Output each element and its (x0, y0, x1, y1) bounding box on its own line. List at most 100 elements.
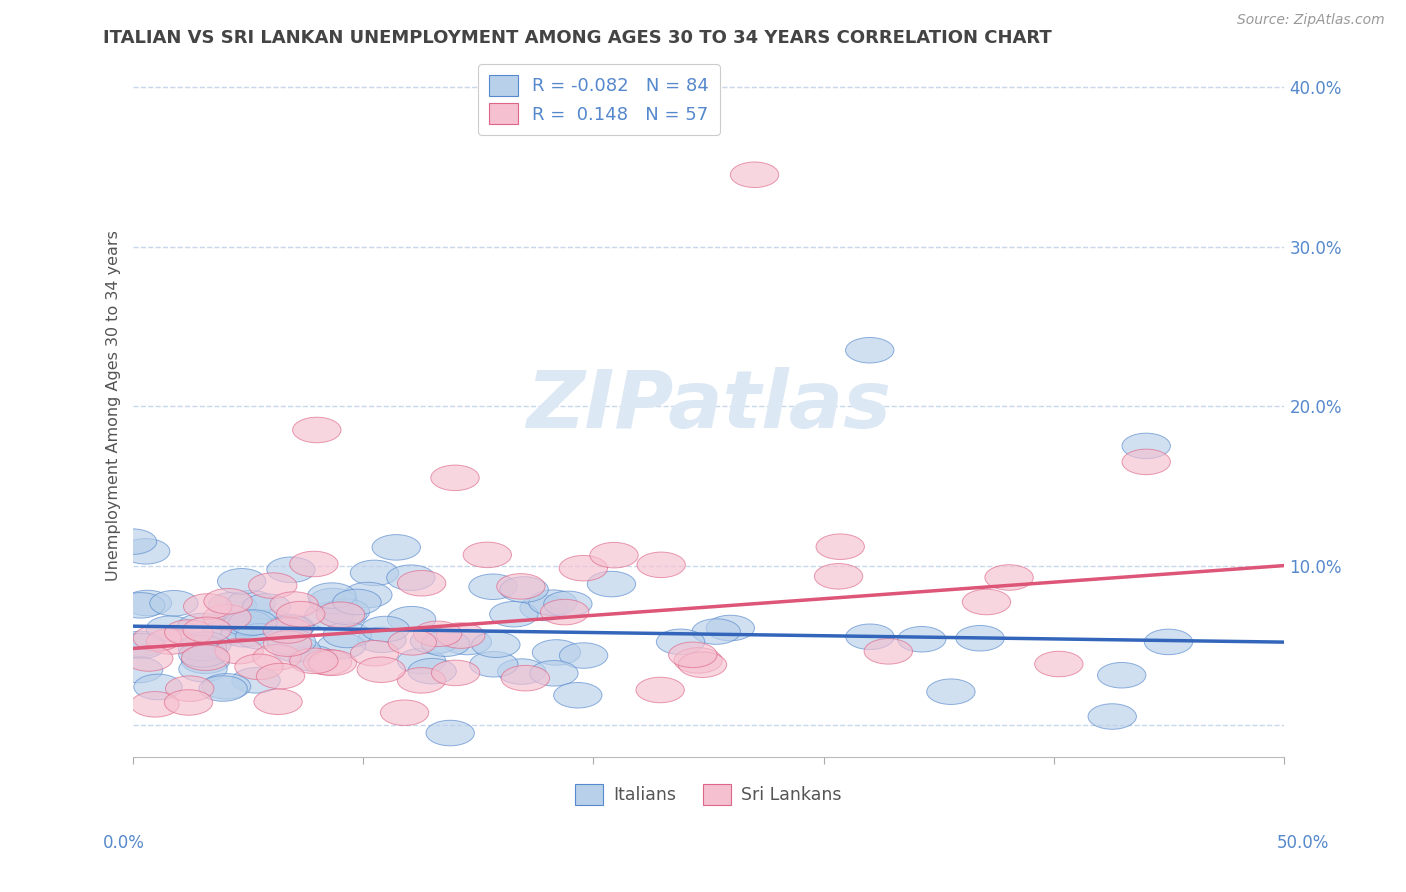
Ellipse shape (253, 645, 301, 670)
Ellipse shape (131, 691, 179, 717)
Ellipse shape (381, 700, 429, 725)
Ellipse shape (202, 619, 252, 645)
Ellipse shape (273, 637, 321, 662)
Ellipse shape (398, 648, 446, 673)
Ellipse shape (530, 661, 578, 686)
Ellipse shape (309, 588, 357, 614)
Ellipse shape (318, 603, 367, 628)
Ellipse shape (183, 632, 231, 657)
Ellipse shape (179, 635, 226, 661)
Ellipse shape (468, 574, 517, 599)
Ellipse shape (350, 560, 399, 586)
Ellipse shape (1144, 629, 1192, 655)
Ellipse shape (544, 591, 592, 616)
Ellipse shape (288, 646, 336, 671)
Ellipse shape (224, 610, 273, 636)
Ellipse shape (221, 622, 269, 647)
Ellipse shape (333, 590, 381, 615)
Ellipse shape (636, 677, 685, 703)
Ellipse shape (962, 590, 1011, 615)
Ellipse shape (387, 565, 434, 591)
Ellipse shape (1122, 434, 1170, 458)
Ellipse shape (181, 648, 229, 673)
Ellipse shape (204, 589, 252, 614)
Ellipse shape (165, 620, 212, 645)
Ellipse shape (200, 676, 247, 701)
Ellipse shape (316, 602, 364, 627)
Text: ZIPatlas: ZIPatlas (526, 367, 891, 445)
Ellipse shape (984, 565, 1033, 591)
Ellipse shape (125, 646, 173, 672)
Ellipse shape (246, 610, 294, 635)
Ellipse shape (692, 619, 741, 644)
Ellipse shape (637, 552, 685, 578)
Ellipse shape (432, 660, 479, 686)
Ellipse shape (956, 625, 1004, 651)
Ellipse shape (815, 534, 865, 559)
Ellipse shape (263, 631, 312, 657)
Ellipse shape (150, 591, 198, 616)
Ellipse shape (290, 551, 337, 577)
Ellipse shape (117, 592, 165, 618)
Ellipse shape (215, 639, 263, 664)
Ellipse shape (706, 615, 755, 640)
Ellipse shape (221, 612, 269, 637)
Ellipse shape (232, 667, 280, 693)
Ellipse shape (443, 629, 492, 655)
Ellipse shape (236, 624, 284, 649)
Ellipse shape (501, 577, 548, 602)
Ellipse shape (146, 615, 194, 641)
Ellipse shape (846, 624, 894, 649)
Ellipse shape (323, 623, 371, 648)
Ellipse shape (235, 654, 283, 680)
Ellipse shape (1088, 704, 1136, 730)
Ellipse shape (254, 689, 302, 714)
Ellipse shape (845, 337, 894, 363)
Ellipse shape (678, 652, 727, 678)
Ellipse shape (411, 628, 458, 654)
Ellipse shape (430, 465, 479, 491)
Ellipse shape (373, 534, 420, 560)
Ellipse shape (489, 601, 538, 627)
Ellipse shape (673, 648, 723, 673)
Ellipse shape (422, 631, 470, 657)
Ellipse shape (436, 623, 485, 648)
Legend: Italians, Sri Lankans: Italians, Sri Lankans (568, 778, 848, 812)
Text: ITALIAN VS SRI LANKAN UNEMPLOYMENT AMONG AGES 30 TO 34 YEARS CORRELATION CHART: ITALIAN VS SRI LANKAN UNEMPLOYMENT AMONG… (103, 29, 1052, 46)
Ellipse shape (270, 591, 318, 617)
Ellipse shape (463, 542, 512, 567)
Ellipse shape (264, 615, 314, 640)
Ellipse shape (179, 641, 226, 667)
Ellipse shape (730, 162, 779, 187)
Ellipse shape (208, 592, 256, 618)
Ellipse shape (219, 612, 269, 638)
Ellipse shape (927, 679, 976, 705)
Ellipse shape (183, 617, 231, 642)
Text: 50.0%: 50.0% (1277, 834, 1329, 852)
Ellipse shape (226, 591, 276, 616)
Ellipse shape (533, 640, 581, 665)
Ellipse shape (267, 629, 316, 655)
Ellipse shape (134, 625, 181, 651)
Ellipse shape (229, 609, 277, 635)
Ellipse shape (1035, 651, 1083, 677)
Ellipse shape (321, 599, 370, 624)
Ellipse shape (202, 605, 252, 630)
Ellipse shape (256, 664, 305, 689)
Text: 0.0%: 0.0% (103, 834, 145, 852)
Ellipse shape (267, 557, 315, 582)
Ellipse shape (408, 658, 457, 684)
Ellipse shape (202, 673, 250, 699)
Ellipse shape (361, 616, 409, 641)
Ellipse shape (1122, 449, 1170, 475)
Ellipse shape (290, 648, 337, 673)
Ellipse shape (146, 629, 194, 654)
Ellipse shape (398, 571, 446, 596)
Ellipse shape (540, 599, 589, 625)
Ellipse shape (426, 720, 474, 746)
Ellipse shape (865, 639, 912, 665)
Ellipse shape (292, 417, 342, 442)
Ellipse shape (357, 627, 406, 653)
Ellipse shape (108, 529, 156, 555)
Ellipse shape (814, 564, 863, 589)
